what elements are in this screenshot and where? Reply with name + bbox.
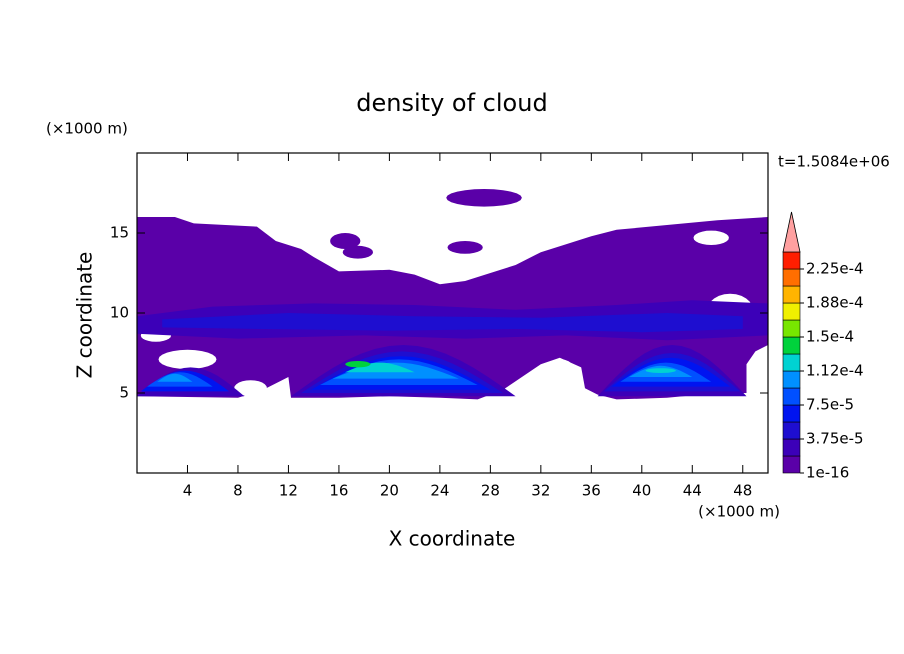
x-tick-label: 4 (183, 482, 193, 500)
gap (545, 359, 577, 389)
x-tick-label: 44 (683, 482, 702, 500)
colorbar-band (782, 387, 801, 406)
y-axis-label: Z coordinate (73, 252, 97, 379)
x-tick-label: 16 (329, 482, 348, 500)
gap (234, 380, 267, 397)
contour-region (447, 241, 483, 254)
x-tick-label: 20 (380, 482, 399, 500)
y-tick-label: 10 (110, 304, 129, 322)
colorbar-band (782, 455, 801, 474)
colorbar-tick-label: 1e-16 (806, 464, 849, 482)
x-tick-label: 32 (531, 482, 550, 500)
gap (693, 230, 729, 245)
contour-region (645, 368, 676, 373)
contour-region (345, 361, 371, 368)
colorbar-tick-label: 1.12e-4 (806, 362, 864, 380)
colorbar-tick-label: 7.5e-5 (806, 396, 854, 414)
colorbar-band (782, 268, 801, 287)
contour-region (157, 373, 193, 382)
x-tick-label: 12 (279, 482, 298, 500)
chart-title: density of cloud (356, 89, 547, 117)
contour-region (342, 245, 373, 259)
y-tick-label: 5 (119, 384, 129, 402)
colorbar-band (782, 302, 801, 321)
x-axis-label: X coordinate (389, 527, 516, 551)
colorbar-band (782, 336, 801, 355)
y-tick-label: 15 (110, 224, 129, 242)
x-tick-label: 40 (632, 482, 651, 500)
x-tick-label: 24 (430, 482, 449, 500)
colorbar-tick-label: 1.88e-4 (806, 294, 864, 312)
colorbar-tick-label: 2.25e-4 (806, 260, 864, 278)
x-tick-label: 8 (233, 482, 243, 500)
colorbar-band (782, 319, 801, 338)
colorbar-extend (782, 211, 801, 253)
colorbar-tick-label: 1.5e-4 (806, 328, 854, 346)
contour-field (137, 189, 768, 400)
colorbar-band (782, 353, 801, 372)
colorbar-band (782, 421, 801, 440)
contour-region (345, 362, 415, 373)
colorbar-tick-label: 3.75e-5 (806, 430, 864, 448)
x-tick-label: 36 (582, 482, 601, 500)
x-tick-label: 28 (481, 482, 500, 500)
contour-region (162, 313, 743, 333)
gap (158, 349, 217, 369)
y-unit-label: (×1000 m) (46, 120, 128, 138)
x-unit-label: (×1000 m) (698, 503, 780, 521)
colorbar-band (782, 438, 801, 457)
colorbar-band (782, 370, 801, 389)
colorbar-band (782, 285, 801, 304)
time-label: t=1.5084e+06 (778, 153, 890, 171)
colorbar-band (782, 251, 801, 270)
colorbar-band (782, 404, 801, 423)
x-tick-label: 48 (733, 482, 752, 500)
contour-region (446, 189, 522, 207)
contour-region (330, 233, 361, 249)
